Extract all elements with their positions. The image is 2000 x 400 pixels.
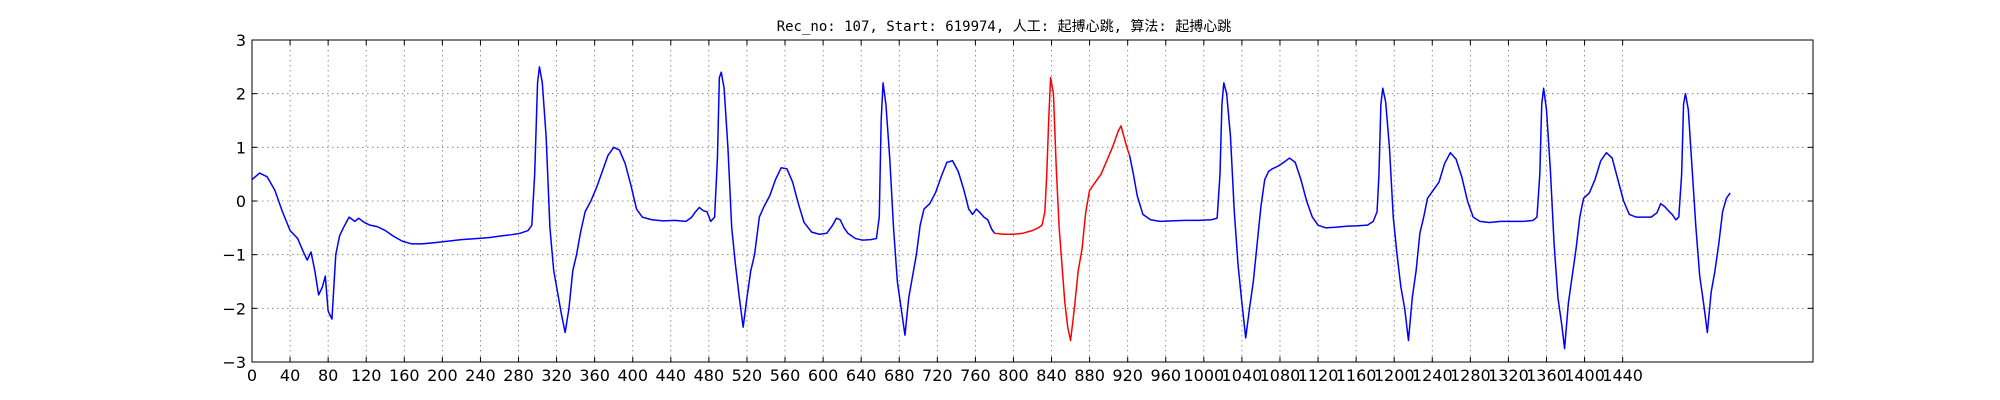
x-tick-label: 320 bbox=[541, 366, 572, 385]
x-tick-label: 360 bbox=[579, 366, 610, 385]
x-tick-label: 400 bbox=[617, 366, 648, 385]
x-tick-label: 560 bbox=[770, 366, 801, 385]
x-tick-label: 120 bbox=[351, 366, 382, 385]
y-tick-label: −1 bbox=[222, 246, 246, 265]
x-tick-label: 480 bbox=[694, 366, 725, 385]
x-tick-label: 0 bbox=[247, 366, 257, 385]
x-tick-label: 240 bbox=[465, 366, 496, 385]
x-tick-label: 160 bbox=[389, 366, 420, 385]
series-group bbox=[251, 66, 1731, 350]
x-tick-label: 720 bbox=[922, 366, 953, 385]
x-tick-label: 440 bbox=[656, 366, 687, 385]
y-tick-label: −2 bbox=[222, 299, 246, 318]
x-tick-label: 1360 bbox=[1526, 366, 1567, 385]
x-tick-label: 960 bbox=[1150, 366, 1181, 385]
x-axis-ticks: 0 40 80 120 160 200 240 280 320 360 400 440 480 520 56… bbox=[247, 40, 1643, 385]
x-tick-label: 600 bbox=[808, 366, 839, 385]
x-tick-label: 1280 bbox=[1450, 366, 1491, 385]
series-line-1 bbox=[994, 76, 1131, 342]
y-axis-ticks: −3 −2 −1 0 1 2 3 bbox=[222, 31, 1813, 372]
x-tick-label: 1160 bbox=[1336, 366, 1377, 385]
x-tick-label: 1240 bbox=[1412, 366, 1453, 385]
series-line-0 bbox=[251, 66, 996, 336]
x-tick-label: 40 bbox=[280, 366, 300, 385]
x-tick-label: 920 bbox=[1112, 366, 1143, 385]
x-tick-label: 1040 bbox=[1222, 366, 1263, 385]
grid-lines bbox=[252, 40, 1813, 362]
chart-title: Rec_no: 107, Start: 619974, 人工: 起搏心跳, 算法… bbox=[777, 18, 1232, 35]
x-tick-label: 1200 bbox=[1374, 366, 1415, 385]
y-tick-label: −3 bbox=[222, 353, 246, 372]
y-tick-label: 2 bbox=[236, 85, 246, 104]
x-tick-label: 1080 bbox=[1260, 366, 1301, 385]
x-tick-label: 840 bbox=[1036, 366, 1067, 385]
x-tick-label: 640 bbox=[846, 366, 877, 385]
x-tick-label: 520 bbox=[732, 366, 763, 385]
y-tick-label: 3 bbox=[236, 31, 246, 50]
y-tick-label: 1 bbox=[236, 138, 246, 157]
x-tick-label: 1120 bbox=[1298, 366, 1339, 385]
y-tick-label: 0 bbox=[236, 192, 246, 211]
x-tick-label: 200 bbox=[427, 366, 458, 385]
x-tick-label: 680 bbox=[884, 366, 915, 385]
x-tick-label: 80 bbox=[318, 366, 338, 385]
x-tick-label: 1440 bbox=[1602, 366, 1643, 385]
x-tick-label: 760 bbox=[960, 366, 991, 385]
x-tick-label: 880 bbox=[1074, 366, 1105, 385]
x-tick-label: 1320 bbox=[1488, 366, 1529, 385]
x-tick-label: 280 bbox=[503, 366, 534, 385]
x-tick-label: 800 bbox=[998, 366, 1029, 385]
series-line-2 bbox=[1128, 82, 1731, 350]
x-tick-label: 1000 bbox=[1183, 366, 1224, 385]
x-tick-label: 1400 bbox=[1564, 366, 1605, 385]
